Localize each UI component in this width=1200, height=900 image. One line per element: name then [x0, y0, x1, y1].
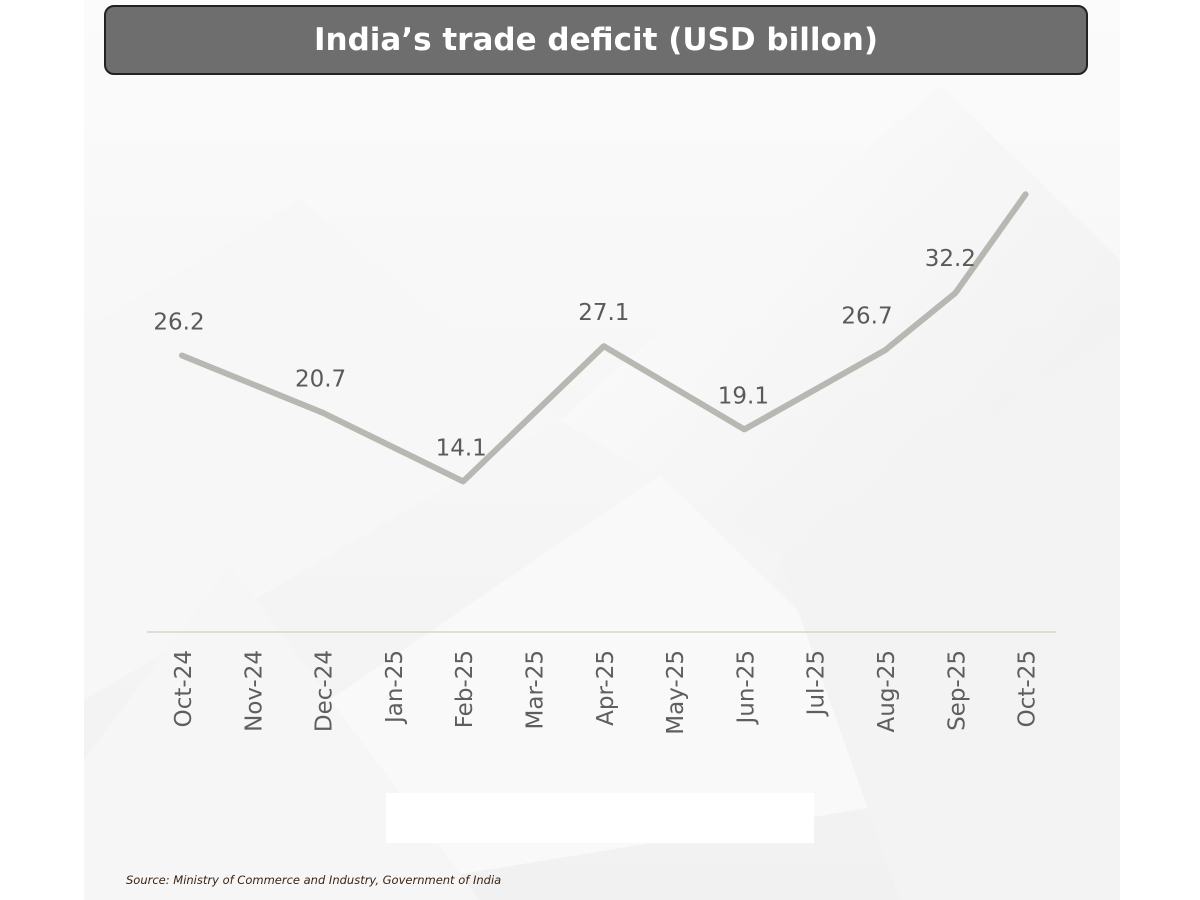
data-label-jun-25: 19.1 [718, 383, 769, 409]
x-tick-label-jan-25: Jan-25 [382, 650, 408, 725]
data-labels: 26.220.714.127.119.126.732.241.7 [153, 48, 1059, 461]
data-label-dec-24: 20.7 [295, 367, 346, 393]
x-tick-label-may-25: May-25 [663, 650, 689, 735]
blank-panel [386, 793, 814, 843]
x-tick-label-feb-25: Feb-25 [452, 650, 478, 728]
x-tick-label-apr-25: Apr-25 [593, 650, 619, 726]
x-tick-label-jun-25: Jun-25 [733, 650, 759, 726]
x-axis-tick-labels: Oct-24 Nov-24 Dec-24 Jan-25 Feb-25 Mar-25 Apr-… [171, 650, 1041, 735]
x-tick-label-aug-25: Aug-25 [874, 650, 900, 732]
x-tick-label-mar-25: Mar-25 [523, 650, 549, 730]
data-label-oct-24: 26.2 [153, 310, 204, 336]
data-label-feb-25: 14.1 [436, 435, 487, 461]
x-tick-label-oct-24: Oct-24 [171, 650, 197, 727]
x-tick-label-oct-25: Oct-25 [1015, 650, 1041, 727]
data-label-sep-25: 32.2 [925, 246, 976, 272]
x-tick-label-nov-24: Nov-24 [241, 650, 267, 732]
chart-title-banner: India’s trade deficit (USD billon) [104, 5, 1088, 75]
x-tick-label-jul-25: Jul-25 [804, 650, 830, 717]
x-tick-label-dec-24: Dec-24 [312, 650, 338, 732]
trade-deficit-line [179, 191, 1029, 485]
data-label-apr-25: 27.1 [578, 300, 629, 326]
data-label-aug-25: 26.7 [841, 303, 892, 329]
chart-title: India’s trade deficit (USD billon) [314, 22, 878, 58]
x-tick-label-sep-25: Sep-25 [944, 650, 970, 731]
source-note: Source: Ministry of Commerce and Industr… [126, 873, 502, 887]
